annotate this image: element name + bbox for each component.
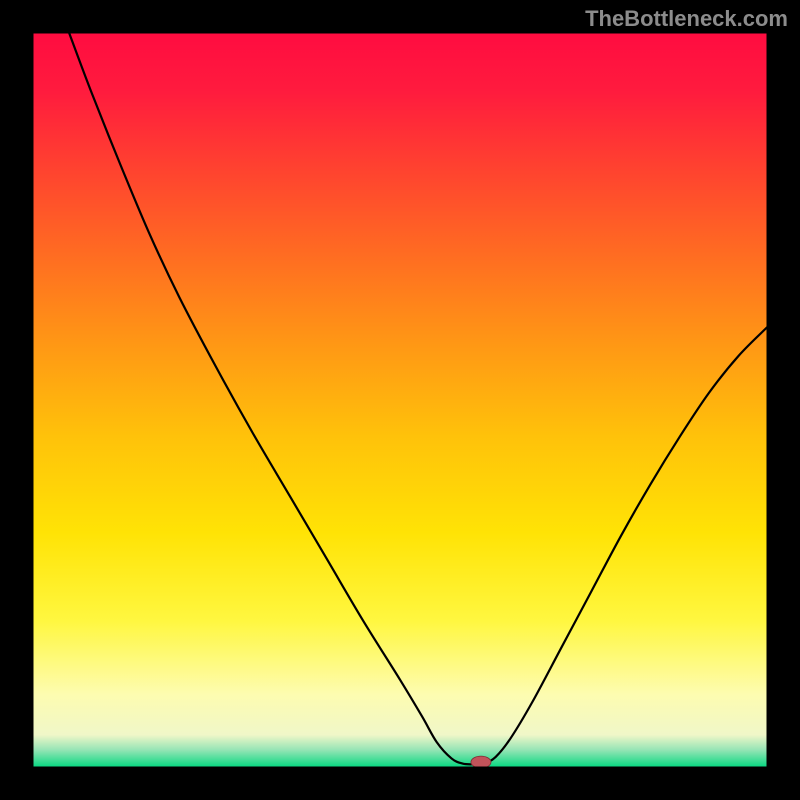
chart-canvas: TheBottleneck.com	[0, 0, 800, 800]
chart-gradient-background	[32, 32, 768, 768]
bottleneck-curve-chart	[0, 0, 800, 800]
watermark-text: TheBottleneck.com	[585, 6, 788, 32]
optimal-point-marker	[471, 756, 491, 768]
